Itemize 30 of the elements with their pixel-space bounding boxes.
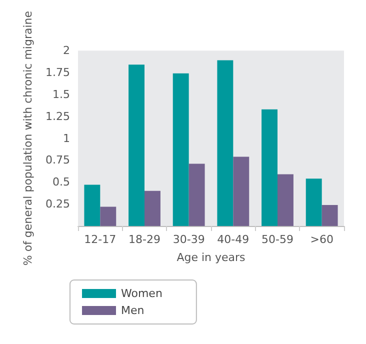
y-tick-label: 0.75 <box>46 154 70 167</box>
y-tick-label: 1.75 <box>46 66 70 80</box>
y-tick-label: 1.5 <box>52 88 70 101</box>
bar <box>100 206 116 226</box>
bar <box>172 73 189 226</box>
bar <box>262 109 278 226</box>
bar <box>84 184 100 226</box>
y-tick-label: 0.5 <box>52 176 70 189</box>
bar <box>278 174 294 226</box>
bar <box>217 60 234 226</box>
x-tick-label: >60 <box>310 233 334 246</box>
y-axis-title: % of general population with chronic migraine <box>22 10 35 266</box>
x-tick-label: 50-59 <box>262 233 294 246</box>
y-tick-label: 0.25 <box>46 198 70 211</box>
bar <box>233 156 250 226</box>
y-tick-label: 1.25 <box>46 110 70 123</box>
x-axis-title: Age in years <box>176 251 246 264</box>
bar <box>128 64 144 226</box>
legend-label: Women <box>121 287 162 300</box>
x-tick-label: 12-17 <box>84 233 116 246</box>
y-tick-label: 2 <box>63 44 70 58</box>
x-tick-label: 30-39 <box>172 233 205 246</box>
x-tick-label: 40-49 <box>217 233 250 246</box>
y-tick-label: 1 <box>63 132 70 145</box>
bar <box>144 190 160 226</box>
bar <box>306 178 322 226</box>
bar <box>188 164 205 226</box>
legend-label: Men <box>121 304 144 317</box>
x-tick-label: 18-29 <box>128 233 160 246</box>
bar <box>322 204 338 226</box>
